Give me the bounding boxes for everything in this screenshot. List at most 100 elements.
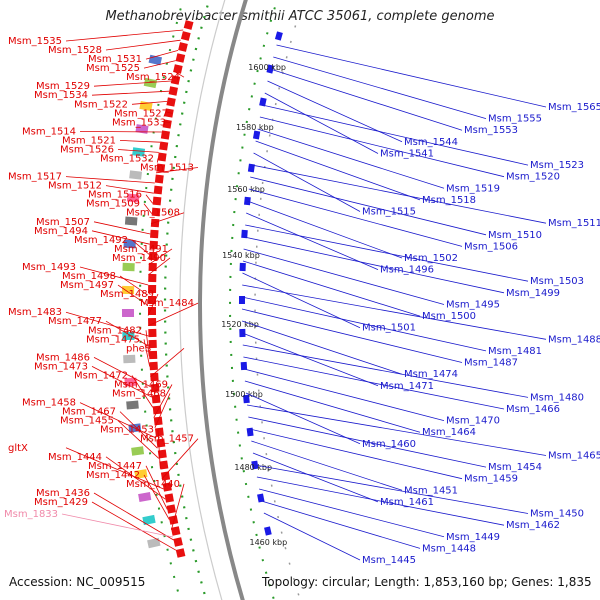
gene-label: Msm_1493 xyxy=(22,262,76,273)
reverse-gene xyxy=(238,295,246,305)
gene-label: Msm_1429 xyxy=(34,497,88,508)
leader-line xyxy=(79,402,157,439)
gene-label: Msm_1531 xyxy=(88,54,142,65)
forward-gene xyxy=(148,251,158,261)
cog-block xyxy=(132,147,146,157)
gene-features xyxy=(121,20,283,558)
gene-label: Msm_1470 xyxy=(446,416,500,427)
cog-block xyxy=(124,216,138,226)
gene-label: Msm_1507 xyxy=(36,217,90,228)
kbp-label: 1520 kbp xyxy=(221,320,259,329)
leader-line xyxy=(117,420,160,459)
gene-label: Msm_1510 xyxy=(488,230,542,241)
leader-line xyxy=(264,92,379,154)
forward-gene xyxy=(180,31,191,41)
leader-line xyxy=(245,224,529,282)
leader-line xyxy=(270,68,463,131)
gene-label: Msm_1565 xyxy=(548,102,600,113)
leader-line xyxy=(242,332,379,387)
left-gene-labels: Msm_1535Msm_1528Msm_1531Msm_1525Msm_1524… xyxy=(4,29,199,551)
leader-line xyxy=(143,474,170,520)
kbp-label: 1580 kbp xyxy=(236,123,274,132)
inner-tick-track xyxy=(229,0,279,600)
leader-line xyxy=(65,29,184,42)
forward-gene xyxy=(175,548,186,558)
gene-label: Msm_1451 xyxy=(404,485,458,496)
leader-line xyxy=(251,440,403,491)
leader-line xyxy=(145,465,168,510)
gene-label: Msm_1466 xyxy=(506,404,560,415)
forward-gene xyxy=(166,504,176,514)
forward-gene xyxy=(154,174,164,184)
gene-label: Msm_1447 xyxy=(88,461,142,472)
leader-line xyxy=(117,284,149,306)
gene-label: Msm_1454 xyxy=(488,462,542,473)
cog-block xyxy=(122,262,135,272)
gene-label-highlight: Msm_1833 xyxy=(4,509,58,520)
reverse-gene xyxy=(274,31,283,41)
leader-line xyxy=(105,456,166,500)
leader-line xyxy=(145,194,154,204)
cog-block xyxy=(142,514,156,526)
kbp-label: 1480 kbp xyxy=(234,463,272,472)
gene-label: Msm_1481 xyxy=(488,346,542,357)
forward-gene xyxy=(150,383,160,393)
leader-line xyxy=(245,392,361,445)
gene-label: Msm_1529 xyxy=(36,81,90,92)
leader-line xyxy=(171,483,185,530)
kbp-label: 1560 kbp xyxy=(227,185,265,194)
gene-label: Msm_1497 xyxy=(60,280,114,291)
forward-gene xyxy=(148,350,158,360)
leader-line xyxy=(242,284,547,340)
leader-line xyxy=(105,39,181,51)
gene-label: Msm_1494 xyxy=(34,226,88,237)
gene-label: Msm_1496 xyxy=(380,265,434,276)
cog-block xyxy=(121,308,135,318)
gene-label: Msm_1462 xyxy=(506,520,560,531)
leader-line xyxy=(91,230,150,245)
forward-gene xyxy=(148,317,157,327)
leader-line xyxy=(93,357,152,388)
leader-line xyxy=(242,344,529,398)
gene-label: Msm_1521 xyxy=(62,135,116,146)
gene-label: Msm_1503 xyxy=(530,276,584,287)
gene-label: Msm_1490 xyxy=(112,253,166,264)
leader-line xyxy=(241,296,487,352)
leader-line xyxy=(105,185,154,194)
gene-label: Msm_1518 xyxy=(422,195,476,206)
leader-line xyxy=(165,111,173,114)
leader-line xyxy=(145,330,150,357)
leader-line xyxy=(79,131,162,133)
leader-line xyxy=(161,438,199,480)
gene-label: Msm_1486 xyxy=(36,352,90,363)
gene-label: Msm_1464 xyxy=(422,427,476,438)
forward-gene xyxy=(152,196,162,206)
gene-label: Msm_1555 xyxy=(488,114,542,125)
kbp-label: 1460 kbp xyxy=(250,538,288,547)
cog-block xyxy=(122,285,135,295)
kbp-label: 1600 kbp xyxy=(248,63,286,72)
genome-backbone xyxy=(198,0,248,600)
inner-misc-track xyxy=(254,0,305,600)
leader-line xyxy=(163,121,171,123)
leader-line xyxy=(131,239,150,255)
accession-text: Accession: NC_009515 xyxy=(9,575,146,589)
gene-label: Msm_1453 xyxy=(100,425,154,436)
kbp-scale: 1600 kbp 1580 kbp 1560 kbp 1540 kbp 1520 kbp… xyxy=(221,63,287,547)
leader-line xyxy=(253,152,361,212)
reverse-gene xyxy=(252,130,261,140)
leader-line xyxy=(93,80,172,87)
cog-block xyxy=(134,469,148,479)
leader-line xyxy=(117,149,159,153)
gene-label: Msm_1523 xyxy=(530,160,584,171)
leader-line xyxy=(252,452,379,503)
reverse-gene xyxy=(241,229,248,239)
forward-gene xyxy=(159,141,169,151)
leader-line xyxy=(143,339,151,367)
gene-label: Msm_1514 xyxy=(22,126,76,137)
gene-label: Msm_1528 xyxy=(48,45,102,56)
forward-gene xyxy=(164,493,174,503)
forward-gene xyxy=(149,361,158,371)
gene-label: Msm_1506 xyxy=(464,241,518,252)
